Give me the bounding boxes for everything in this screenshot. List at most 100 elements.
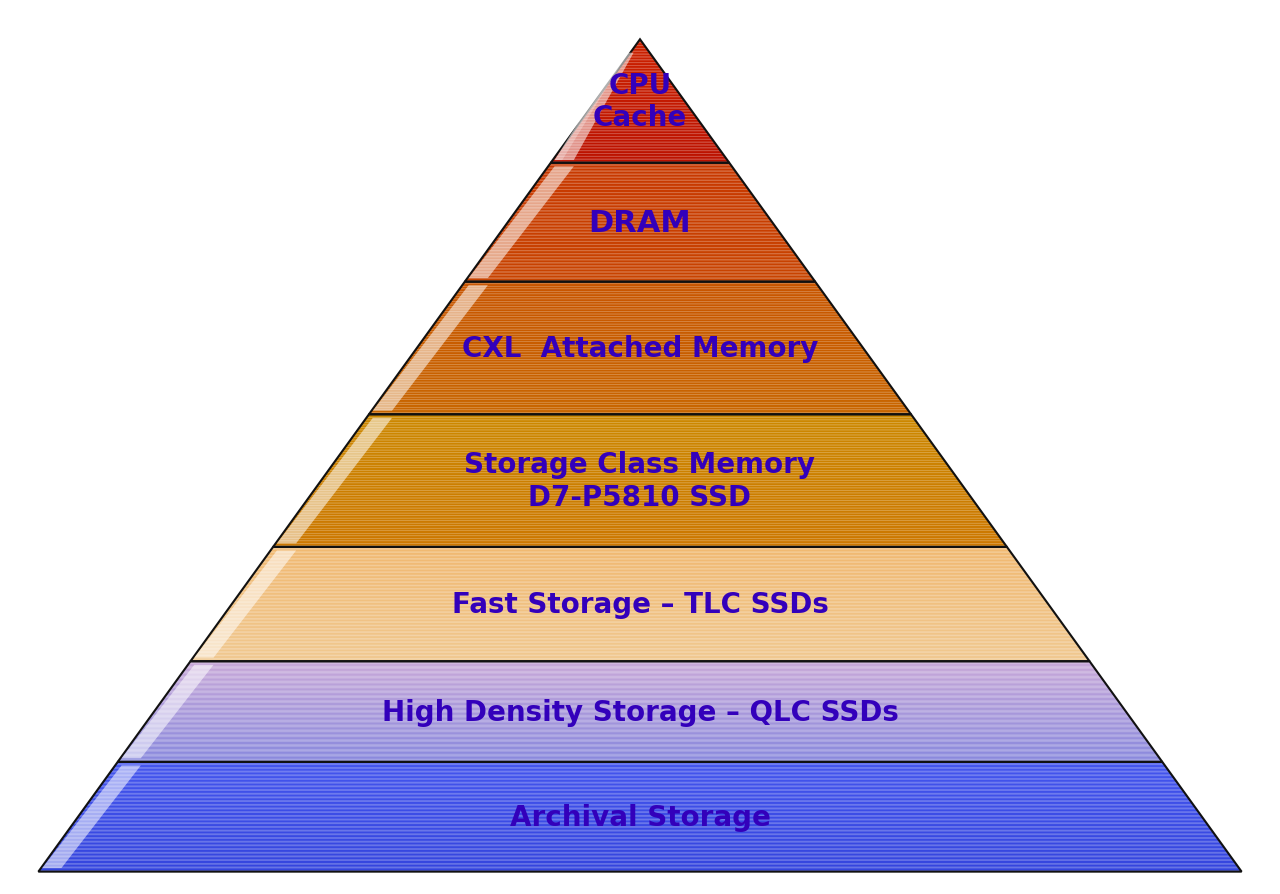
Polygon shape xyxy=(102,782,1178,784)
Polygon shape xyxy=(113,767,1167,769)
Polygon shape xyxy=(59,841,1221,843)
Polygon shape xyxy=(498,235,782,236)
Polygon shape xyxy=(232,603,1048,604)
Polygon shape xyxy=(209,635,1071,636)
Polygon shape xyxy=(186,668,1094,669)
Polygon shape xyxy=(147,720,1133,721)
Polygon shape xyxy=(97,789,1183,791)
Polygon shape xyxy=(364,421,916,423)
Polygon shape xyxy=(251,576,1029,578)
Polygon shape xyxy=(503,229,777,231)
Polygon shape xyxy=(128,747,1152,748)
Polygon shape xyxy=(411,355,869,357)
Polygon shape xyxy=(256,570,1024,571)
Polygon shape xyxy=(371,409,909,411)
Polygon shape xyxy=(375,405,905,407)
Polygon shape xyxy=(276,541,1004,543)
Polygon shape xyxy=(356,432,924,433)
Polygon shape xyxy=(412,353,868,355)
Polygon shape xyxy=(494,240,786,242)
Polygon shape xyxy=(483,257,797,258)
Polygon shape xyxy=(111,769,1169,771)
Text: CXL  Attached Memory: CXL Attached Memory xyxy=(462,334,818,363)
Polygon shape xyxy=(385,390,895,392)
Polygon shape xyxy=(54,848,1226,849)
Polygon shape xyxy=(128,746,1152,747)
Polygon shape xyxy=(58,843,1222,844)
Polygon shape xyxy=(212,630,1068,631)
Polygon shape xyxy=(355,433,925,434)
Polygon shape xyxy=(444,308,836,310)
Polygon shape xyxy=(488,249,792,251)
Polygon shape xyxy=(465,281,815,283)
Polygon shape xyxy=(188,662,1092,664)
Polygon shape xyxy=(608,83,672,85)
Polygon shape xyxy=(255,571,1025,573)
Polygon shape xyxy=(134,738,1146,739)
Polygon shape xyxy=(308,496,972,498)
Polygon shape xyxy=(627,55,653,57)
Polygon shape xyxy=(410,357,870,358)
Polygon shape xyxy=(338,456,942,458)
Polygon shape xyxy=(256,569,1024,570)
Polygon shape xyxy=(41,866,1239,867)
Polygon shape xyxy=(541,175,739,177)
Polygon shape xyxy=(553,159,727,161)
Polygon shape xyxy=(415,350,865,352)
Polygon shape xyxy=(88,802,1192,803)
Polygon shape xyxy=(83,808,1197,810)
Polygon shape xyxy=(436,320,844,322)
Polygon shape xyxy=(223,616,1057,617)
Polygon shape xyxy=(609,82,671,83)
Polygon shape xyxy=(458,289,822,291)
Polygon shape xyxy=(179,677,1101,678)
Polygon shape xyxy=(161,701,1119,702)
Polygon shape xyxy=(438,319,842,320)
Polygon shape xyxy=(179,675,1101,677)
Polygon shape xyxy=(536,183,744,184)
Polygon shape xyxy=(349,440,931,442)
Polygon shape xyxy=(312,491,968,493)
Polygon shape xyxy=(489,247,791,249)
Polygon shape xyxy=(90,800,1190,802)
Polygon shape xyxy=(163,699,1117,701)
Polygon shape xyxy=(315,488,965,489)
Polygon shape xyxy=(305,502,975,504)
Polygon shape xyxy=(129,745,1151,746)
Polygon shape xyxy=(50,854,1230,856)
Polygon shape xyxy=(234,600,1046,602)
Polygon shape xyxy=(106,776,1174,777)
Polygon shape xyxy=(118,761,1162,762)
Polygon shape xyxy=(261,563,1019,564)
Polygon shape xyxy=(303,504,977,506)
Polygon shape xyxy=(402,368,878,370)
Polygon shape xyxy=(275,543,1005,544)
Polygon shape xyxy=(291,521,989,522)
Polygon shape xyxy=(390,384,890,385)
Polygon shape xyxy=(270,550,1010,552)
Polygon shape xyxy=(634,48,646,49)
Polygon shape xyxy=(499,233,781,235)
Polygon shape xyxy=(591,106,689,108)
Polygon shape xyxy=(454,296,826,297)
Polygon shape xyxy=(554,45,634,161)
Polygon shape xyxy=(154,711,1126,712)
Polygon shape xyxy=(402,367,878,368)
Polygon shape xyxy=(138,733,1142,734)
Polygon shape xyxy=(490,245,790,247)
Polygon shape xyxy=(404,364,876,365)
Polygon shape xyxy=(396,376,884,378)
Polygon shape xyxy=(582,119,698,121)
Polygon shape xyxy=(325,475,955,477)
Polygon shape xyxy=(140,730,1140,732)
Polygon shape xyxy=(307,499,973,501)
Polygon shape xyxy=(319,483,961,485)
Polygon shape xyxy=(173,686,1107,687)
Polygon shape xyxy=(228,609,1052,610)
Polygon shape xyxy=(470,274,810,275)
Polygon shape xyxy=(271,549,1009,550)
Polygon shape xyxy=(142,727,1138,728)
Polygon shape xyxy=(175,680,1105,681)
Polygon shape xyxy=(468,276,812,278)
Polygon shape xyxy=(334,461,946,463)
